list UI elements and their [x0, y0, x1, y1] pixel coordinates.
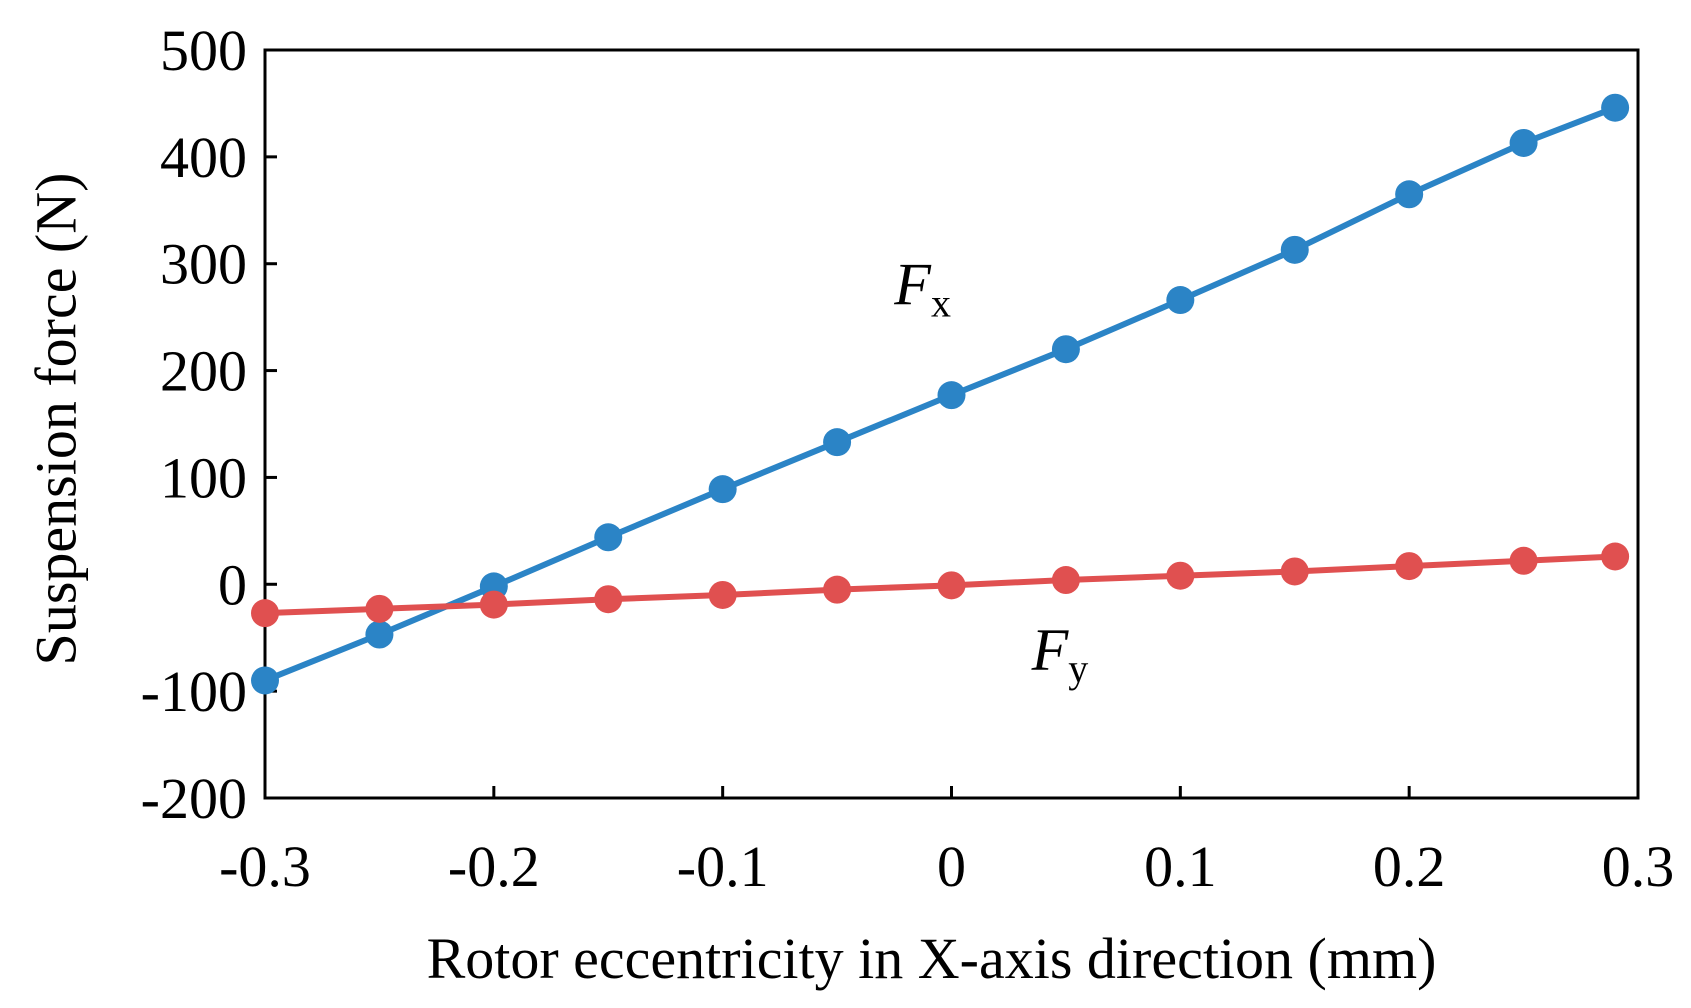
y-tick-label: 0 — [218, 552, 247, 617]
data-point — [1601, 542, 1630, 571]
data-point — [1051, 566, 1080, 595]
data-point — [1395, 552, 1424, 581]
series-label-fx-subscript: x — [931, 280, 951, 325]
y-tick-label: 400 — [160, 125, 247, 190]
plot-frame — [263, 48, 1640, 800]
data-point — [1280, 557, 1309, 586]
data-point — [1601, 93, 1630, 122]
data-point — [1166, 561, 1195, 590]
data-point — [708, 475, 737, 504]
data-point — [365, 594, 394, 623]
data-point — [823, 575, 852, 604]
y-axis-title: Suspension force (N) — [23, 173, 88, 666]
data-point — [1280, 235, 1309, 264]
x-tick-label: -0.1 — [677, 834, 769, 899]
data-point — [1166, 286, 1195, 315]
data-point — [251, 666, 279, 695]
x-tick-label: 0.1 — [1144, 834, 1217, 899]
data-point — [594, 585, 623, 614]
data-point — [937, 381, 966, 410]
data-point — [823, 428, 852, 457]
x-tick-label: 0.3 — [1602, 834, 1675, 899]
data-point — [594, 523, 623, 552]
series-fy — [251, 542, 1630, 628]
x-axis-title: Rotor eccentricity in X-axis direction (… — [427, 926, 1437, 991]
data-point — [365, 620, 394, 649]
data-point — [1051, 335, 1080, 364]
x-tick-label: -0.2 — [448, 834, 540, 899]
y-tick-label: -200 — [141, 766, 247, 831]
series-label-fy-name: F — [1031, 617, 1070, 683]
y-tick-label: 200 — [160, 339, 247, 404]
x-tick-label: 0.2 — [1373, 834, 1446, 899]
y-tick-label: 500 — [160, 18, 247, 83]
y-tick-label: -100 — [141, 659, 247, 724]
data-point — [1509, 128, 1538, 157]
ticks: -200 -100 0 100 200 300 400 500 -0.3 -0.2 -0.1 0 0.1… — [141, 18, 1675, 899]
x-tick-label: 0 — [937, 834, 966, 899]
data-point — [937, 571, 966, 600]
series-label-fx: Fx — [893, 251, 951, 325]
series-label-fy-subscript: y — [1068, 646, 1088, 691]
axes — [263, 48, 1640, 800]
series-group — [251, 93, 1630, 695]
data-point — [251, 599, 279, 628]
y-tick-label: 300 — [160, 232, 247, 297]
series-label-fy: Fy — [1031, 617, 1089, 691]
series-fx — [251, 93, 1630, 695]
series-label-fx-name: F — [893, 251, 932, 317]
x-tick-label: -0.3 — [219, 834, 311, 899]
data-point — [708, 580, 737, 609]
y-tick-label: 100 — [160, 445, 247, 510]
data-point — [1509, 546, 1538, 575]
data-point — [479, 590, 508, 619]
data-point — [1395, 180, 1424, 209]
